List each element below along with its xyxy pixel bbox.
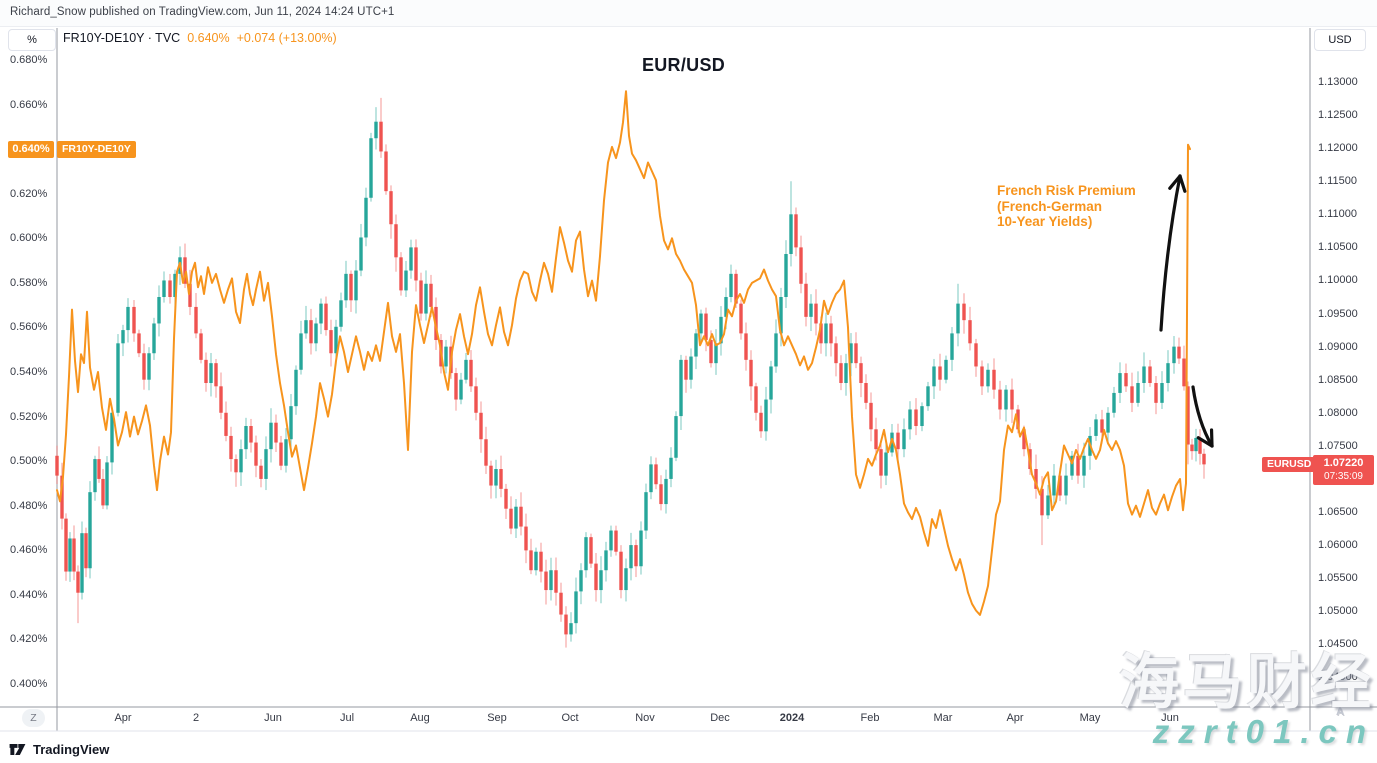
time-axis-tick: Jun [264,712,282,724]
left-axis-tick: 0.660% [10,98,48,111]
timezone-button[interactable]: Z [22,709,45,727]
time-axis-tick: Apr [114,712,132,724]
left-axis-tick: 0.600% [10,232,48,245]
annotation-line-3: 10-Year Yields) [997,214,1093,229]
time-axis-tick: Nov [635,712,655,724]
attribution-text: Richard_Snow published on TradingView.co… [10,6,395,18]
chart-title: EUR/USD [641,55,726,75]
time-axis-tick: Mar [933,712,953,724]
right-axis-tick: 1.04500 [1318,638,1358,651]
tradingview-logo-icon [9,743,26,756]
annotation-line-1: French Risk Premium [997,183,1136,198]
left-axis-tick: 0.560% [10,321,48,334]
left-axis-tick: 0.620% [10,187,48,200]
left-axis-tick: 0.500% [10,455,48,468]
right-axis-tick: 1.08500 [1318,373,1358,386]
eurusd-series-tag: EURUSD [1262,456,1317,472]
left-axis-tick: 0.420% [10,633,48,646]
right-axis-tick: 1.10000 [1318,274,1358,287]
time-axis-tick: 2 [192,712,200,724]
annotation-text: French Risk Premium (French-German 10-Ye… [997,183,1136,230]
left-axis-unit-button[interactable]: % [8,29,56,51]
left-axis-tick: 0.460% [10,544,48,557]
tradingview-logo[interactable]: TradingView [8,740,109,759]
right-axis-tick: 1.06500 [1318,506,1358,518]
left-axis-tick: 0.480% [10,499,48,512]
right-axis-tick: 1.05500 [1318,572,1358,585]
time-axis-tick: Apr [1006,712,1024,724]
right-axis-tick: 1.09500 [1318,307,1358,320]
left-axis-tick: 0.440% [10,588,48,601]
annotation-line-2: (French-German [997,198,1103,214]
left-axis-tick: 0.540% [10,366,48,378]
right-axis-tick: 1.06000 [1318,539,1358,552]
eurusd-price-label: 1.07220 07:35:09 [1313,455,1374,486]
right-axis-tick: 1.12000 [1318,142,1358,155]
attribution-bar [0,0,1377,27]
right-axis-unit-button[interactable]: USD [1314,29,1366,51]
right-axis-tick: 1.12500 [1318,109,1358,122]
autoscale-label[interactable]: A [1336,706,1344,718]
annotation-arrows [1159,174,1214,448]
symbol-legend[interactable]: FR10Y-DE10Y · TVC 0.640% +0.074 (+13.00%… [63,31,337,45]
right-axis-tick: 1.11000 [1318,208,1357,221]
left-axis-tick: 0.680% [10,54,48,66]
fr10y-de10y-price-label: 0.640% [8,140,54,158]
time-axis-tick: Jun [1161,712,1179,724]
left-axis-tick: 0.520% [10,410,48,423]
time-axis-tick: Jul [339,712,355,724]
legend-change-value: +0.074 (+13.00%) [236,31,337,45]
right-axis-tick: 1.09000 [1318,340,1358,353]
right-axis-tick: 1.10500 [1318,241,1358,254]
left-axis-tick: 0.400% [10,678,48,690]
tradingview-logo-text: TradingView [33,742,110,757]
time-axis-tick: Sep [487,712,507,724]
right-axis-tick: 1.11500 [1318,175,1357,188]
eurusd-last-price: 1.07220 [1323,457,1364,470]
right-axis-tick: 1.13000 [1318,76,1358,88]
time-axis-tick: Dec [710,712,730,724]
legend-last-value: 0.640% [187,31,230,45]
right-axis-tick: 1.04000 [1318,671,1358,684]
left-axis-tick: 0.580% [10,276,48,289]
eurusd-candles [55,97,1206,648]
fr10y-de10y-spread-line [56,90,1191,616]
right-axis-tick: 1.05000 [1318,605,1358,618]
time-axis-tick: 2024 [779,712,805,724]
time-axis-tick: Feb [860,712,880,724]
time-axis-tick: May [1079,712,1101,724]
time-axis-tick: Aug [410,712,430,724]
right-axis-tick: 1.07500 [1318,439,1358,452]
time-axis-tick: Oct [561,712,579,724]
fr10y-de10y-series-tag: FR10Y-DE10Y [57,140,136,158]
legend-symbol-name[interactable]: FR10Y-DE10Y · TVC [63,31,181,45]
eurusd-bar-countdown: 07:35:09 [1324,471,1363,483]
right-axis-tick: 1.08000 [1318,406,1358,419]
